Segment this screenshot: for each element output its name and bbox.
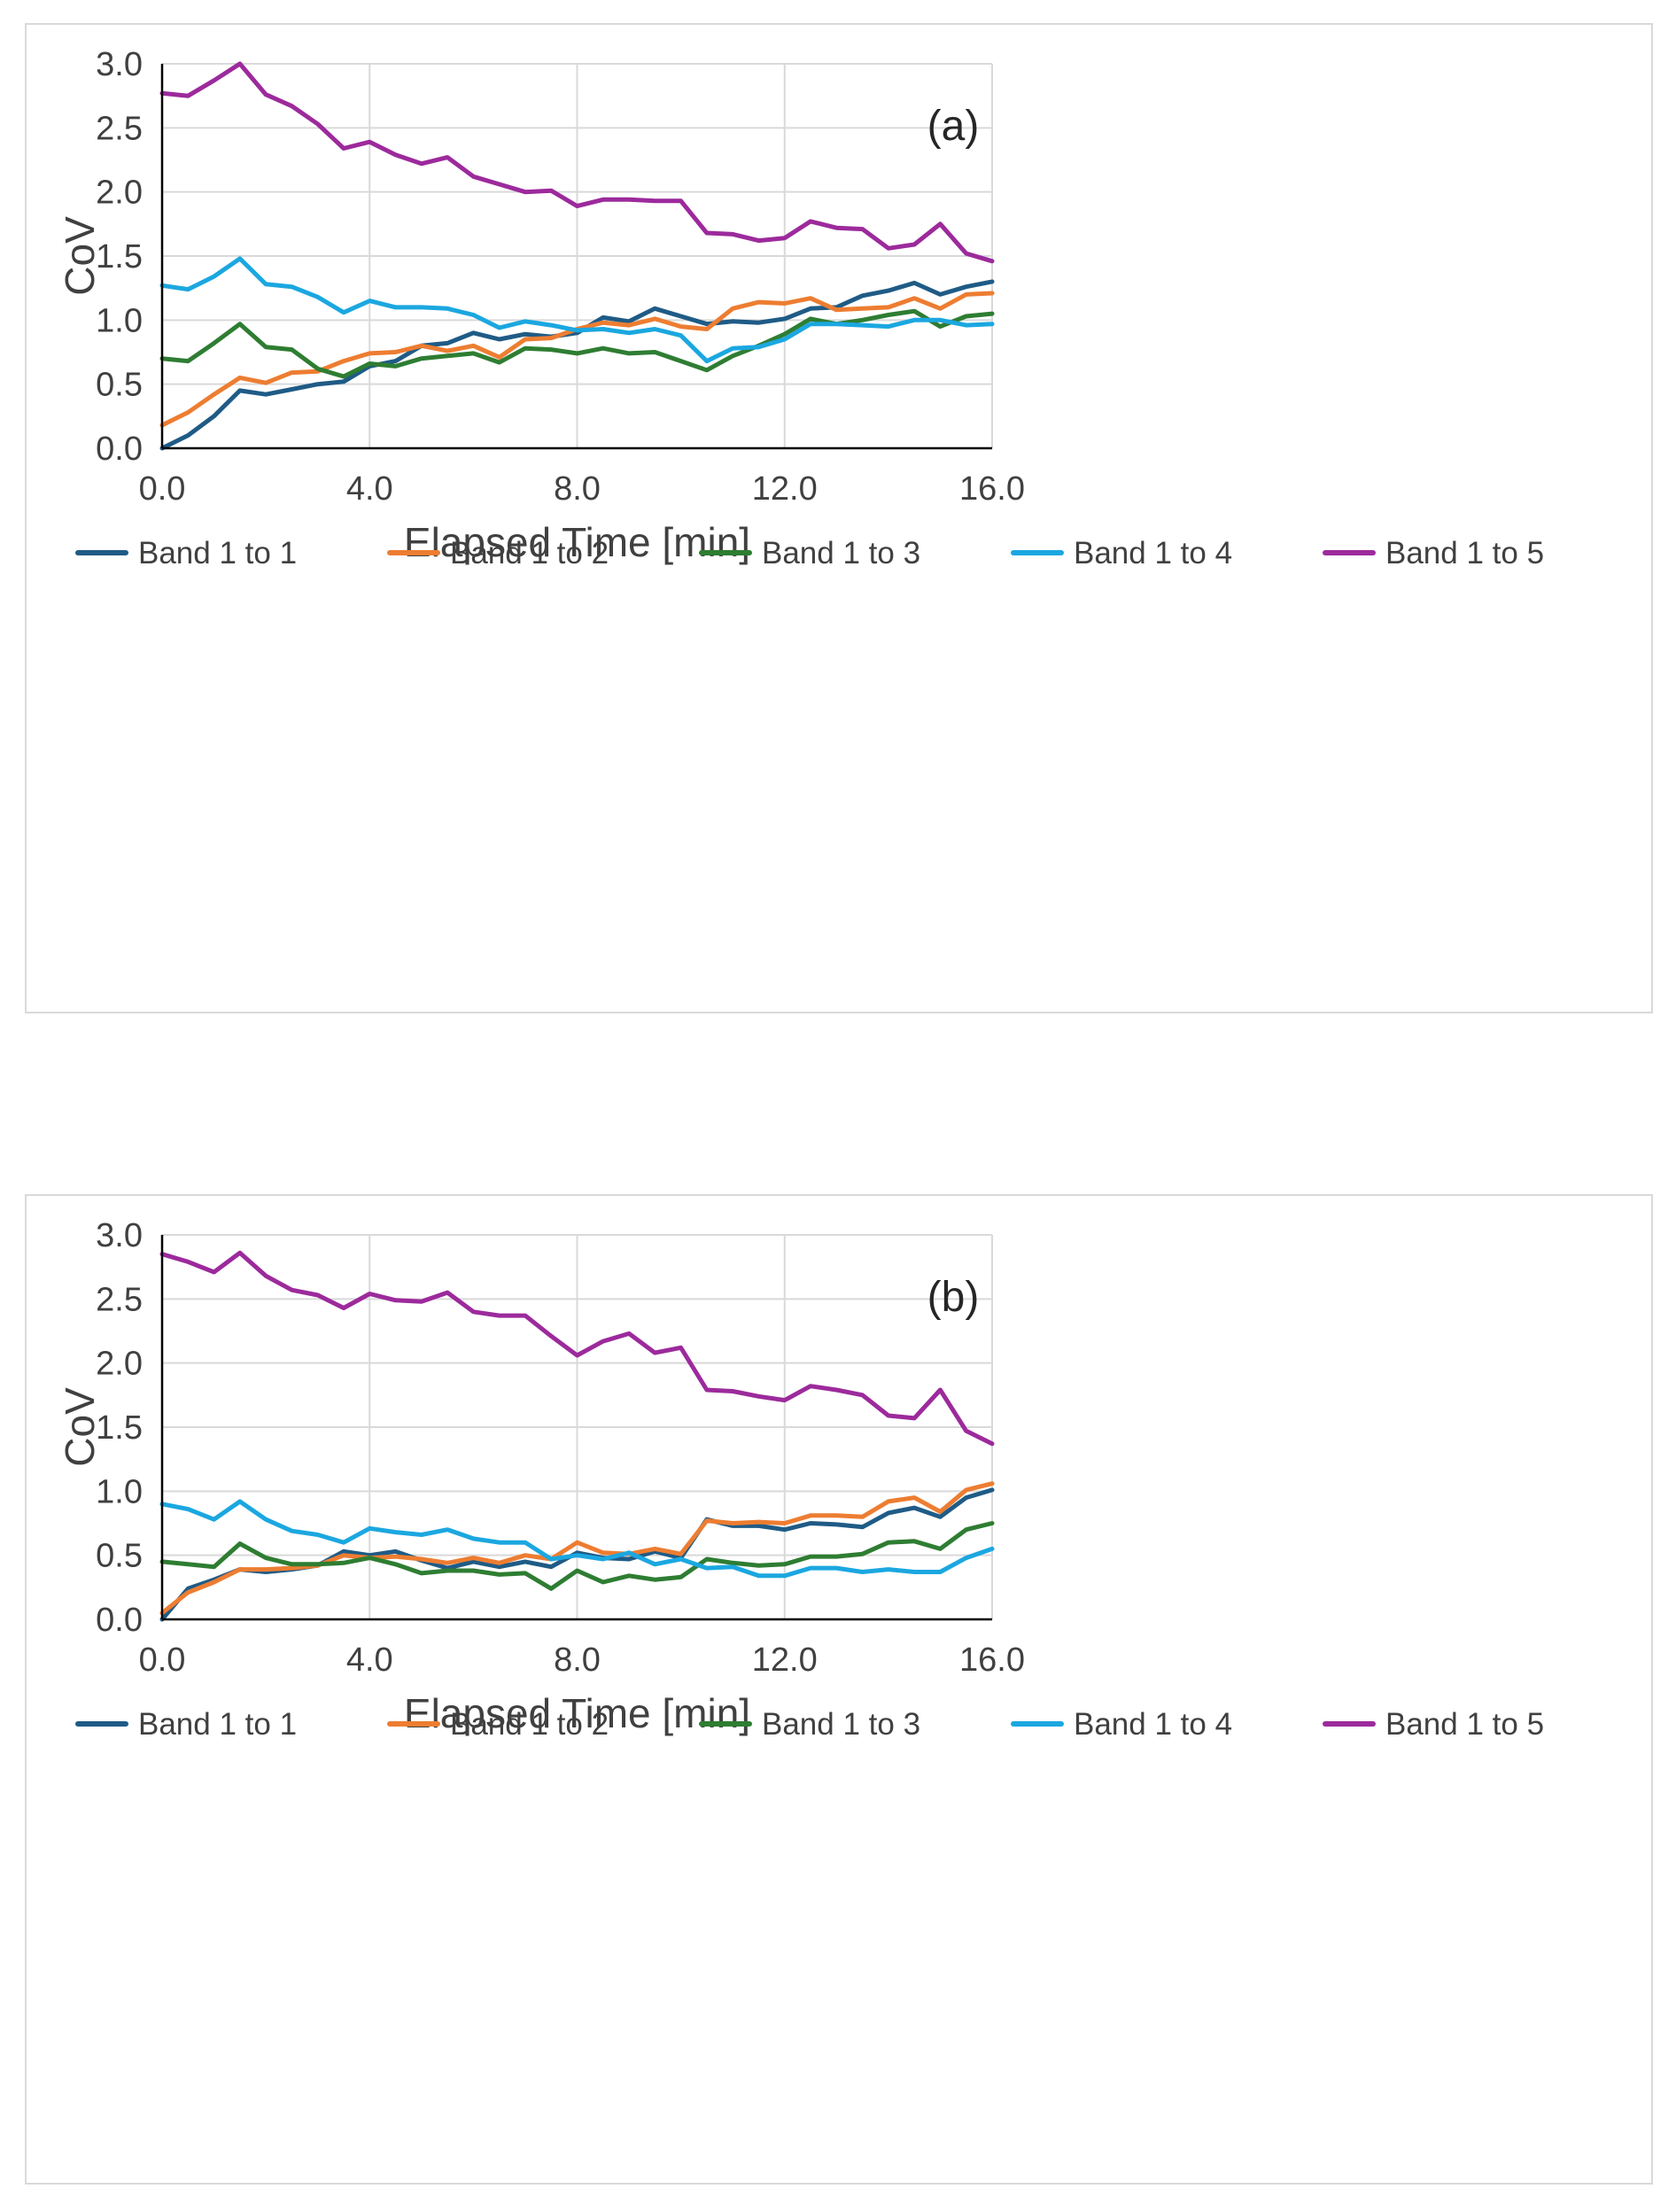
x-tick-label: 12.0	[752, 470, 818, 508]
legend-label: Band 1 to 1	[138, 1707, 297, 1742]
legend-label: Band 1 to 5	[1385, 536, 1544, 570]
y-tick-label: 2.5	[96, 110, 143, 147]
legend: Band 1 to 1 Band 1 to 2 Band 1 to 3 Band 1 …	[75, 536, 1544, 570]
chart-panel-a: 0.0 0.5 1.0 1.5 2.0 2.5 3.0 0.0 4.0 8.0 12.0 16.0 El…	[25, 23, 1653, 1013]
y-tick-label: 1.5	[96, 238, 143, 276]
x-tick-label: 8.0	[554, 470, 601, 508]
y-axis-title: CoV	[57, 216, 103, 296]
legend-label: Band 1 to 1	[138, 536, 297, 570]
series-line-band-1-to-3	[159, 308, 995, 379]
plot-area	[159, 61, 995, 451]
series-group	[159, 61, 995, 451]
series-line-band-1-to-5	[159, 61, 995, 264]
legend-item: Band 1 to 2	[387, 536, 609, 570]
y-tick-label: 1.0	[96, 302, 143, 339]
y-tick-label: 3.0	[96, 1217, 143, 1254]
series-line-band-1-to-5	[159, 1250, 995, 1447]
y-tick-label: 2.0	[96, 175, 143, 212]
series-group	[159, 1250, 995, 1622]
legend-item: Band 1 to 1	[75, 536, 297, 570]
legend-item: Band 1 to 4	[1011, 536, 1232, 570]
legend-label: Band 1 to 4	[1074, 1707, 1232, 1742]
y-tick-label: 3.0	[96, 46, 143, 83]
series-line-band-1-to-4	[159, 256, 995, 364]
legend-label: Band 1 to 5	[1385, 1707, 1544, 1742]
y-tick-label: 2.5	[96, 1281, 143, 1318]
y-tick-label: 1.5	[96, 1409, 143, 1447]
panel-label: (b)	[927, 1274, 980, 1321]
legend-item: Band 1 to 2	[387, 1707, 609, 1742]
x-axis-title: Elapsed Time [min]	[404, 1690, 750, 1736]
legend-item: Band 1 to 4	[1011, 1707, 1232, 1742]
legend-item: Band 1 to 3	[699, 536, 920, 570]
legend-item: Band 1 to 1	[75, 1707, 297, 1742]
series-line-band-1-to-2	[159, 1481, 995, 1616]
legend-label: Band 1 to 2	[450, 536, 609, 570]
x-tick-label: 16.0	[959, 470, 1025, 508]
chart-panel-b: 0.0 0.5 1.0 1.5 2.0 2.5 3.0 0.0 4.0 8.0 12.0 16.0 El…	[25, 1194, 1653, 2185]
x-tick-label: 12.0	[752, 1642, 818, 1679]
series-line-band-1-to-3	[159, 1521, 995, 1591]
legend-label: Band 1 to 3	[762, 1707, 920, 1742]
plot-area	[159, 1234, 995, 1622]
series-line-band-1-to-4	[159, 1499, 995, 1579]
legend-label: Band 1 to 4	[1074, 536, 1232, 570]
y-tick-label: 0.0	[96, 1602, 143, 1639]
legend-item: Band 1 to 3	[699, 1707, 920, 1742]
x-tick-label: 0.0	[139, 470, 186, 508]
x-tick-label: 0.0	[139, 1642, 186, 1679]
x-tick-label: 4.0	[346, 470, 393, 508]
legend-item: Band 1 to 5	[1323, 536, 1544, 570]
x-tick-label: 4.0	[346, 1642, 393, 1679]
chart-b: 0.0 0.5 1.0 1.5 2.0 2.5 3.0 0.0 4.0 8.0 12.0 16.0 El…	[57, 1217, 1544, 1742]
chart-a: 0.0 0.5 1.0 1.5 2.0 2.5 3.0 0.0 4.0 8.0 12.0 16.0 El…	[57, 46, 1544, 570]
y-tick-label: 1.0	[96, 1473, 143, 1510]
y-axis-title: CoV	[57, 1387, 103, 1467]
x-tick-label: 8.0	[554, 1642, 601, 1679]
series-line-band-1-to-1	[159, 279, 995, 451]
legend-label: Band 1 to 3	[762, 536, 920, 570]
y-tick-label: 2.0	[96, 1346, 143, 1383]
legend: Band 1 to 1 Band 1 to 2 Band 1 to 3 Band 1 …	[75, 1707, 1544, 1742]
legend-label: Band 1 to 2	[450, 1707, 609, 1742]
x-tick-label: 16.0	[959, 1642, 1025, 1679]
y-tick-label: 0.5	[96, 1538, 143, 1575]
y-tick-label: 0.0	[96, 431, 143, 468]
y-tick-label: 0.5	[96, 367, 143, 404]
x-axis-title: Elapsed Time [min]	[404, 519, 750, 565]
panel-label: (a)	[927, 103, 980, 150]
legend-item: Band 1 to 5	[1323, 1707, 1544, 1742]
